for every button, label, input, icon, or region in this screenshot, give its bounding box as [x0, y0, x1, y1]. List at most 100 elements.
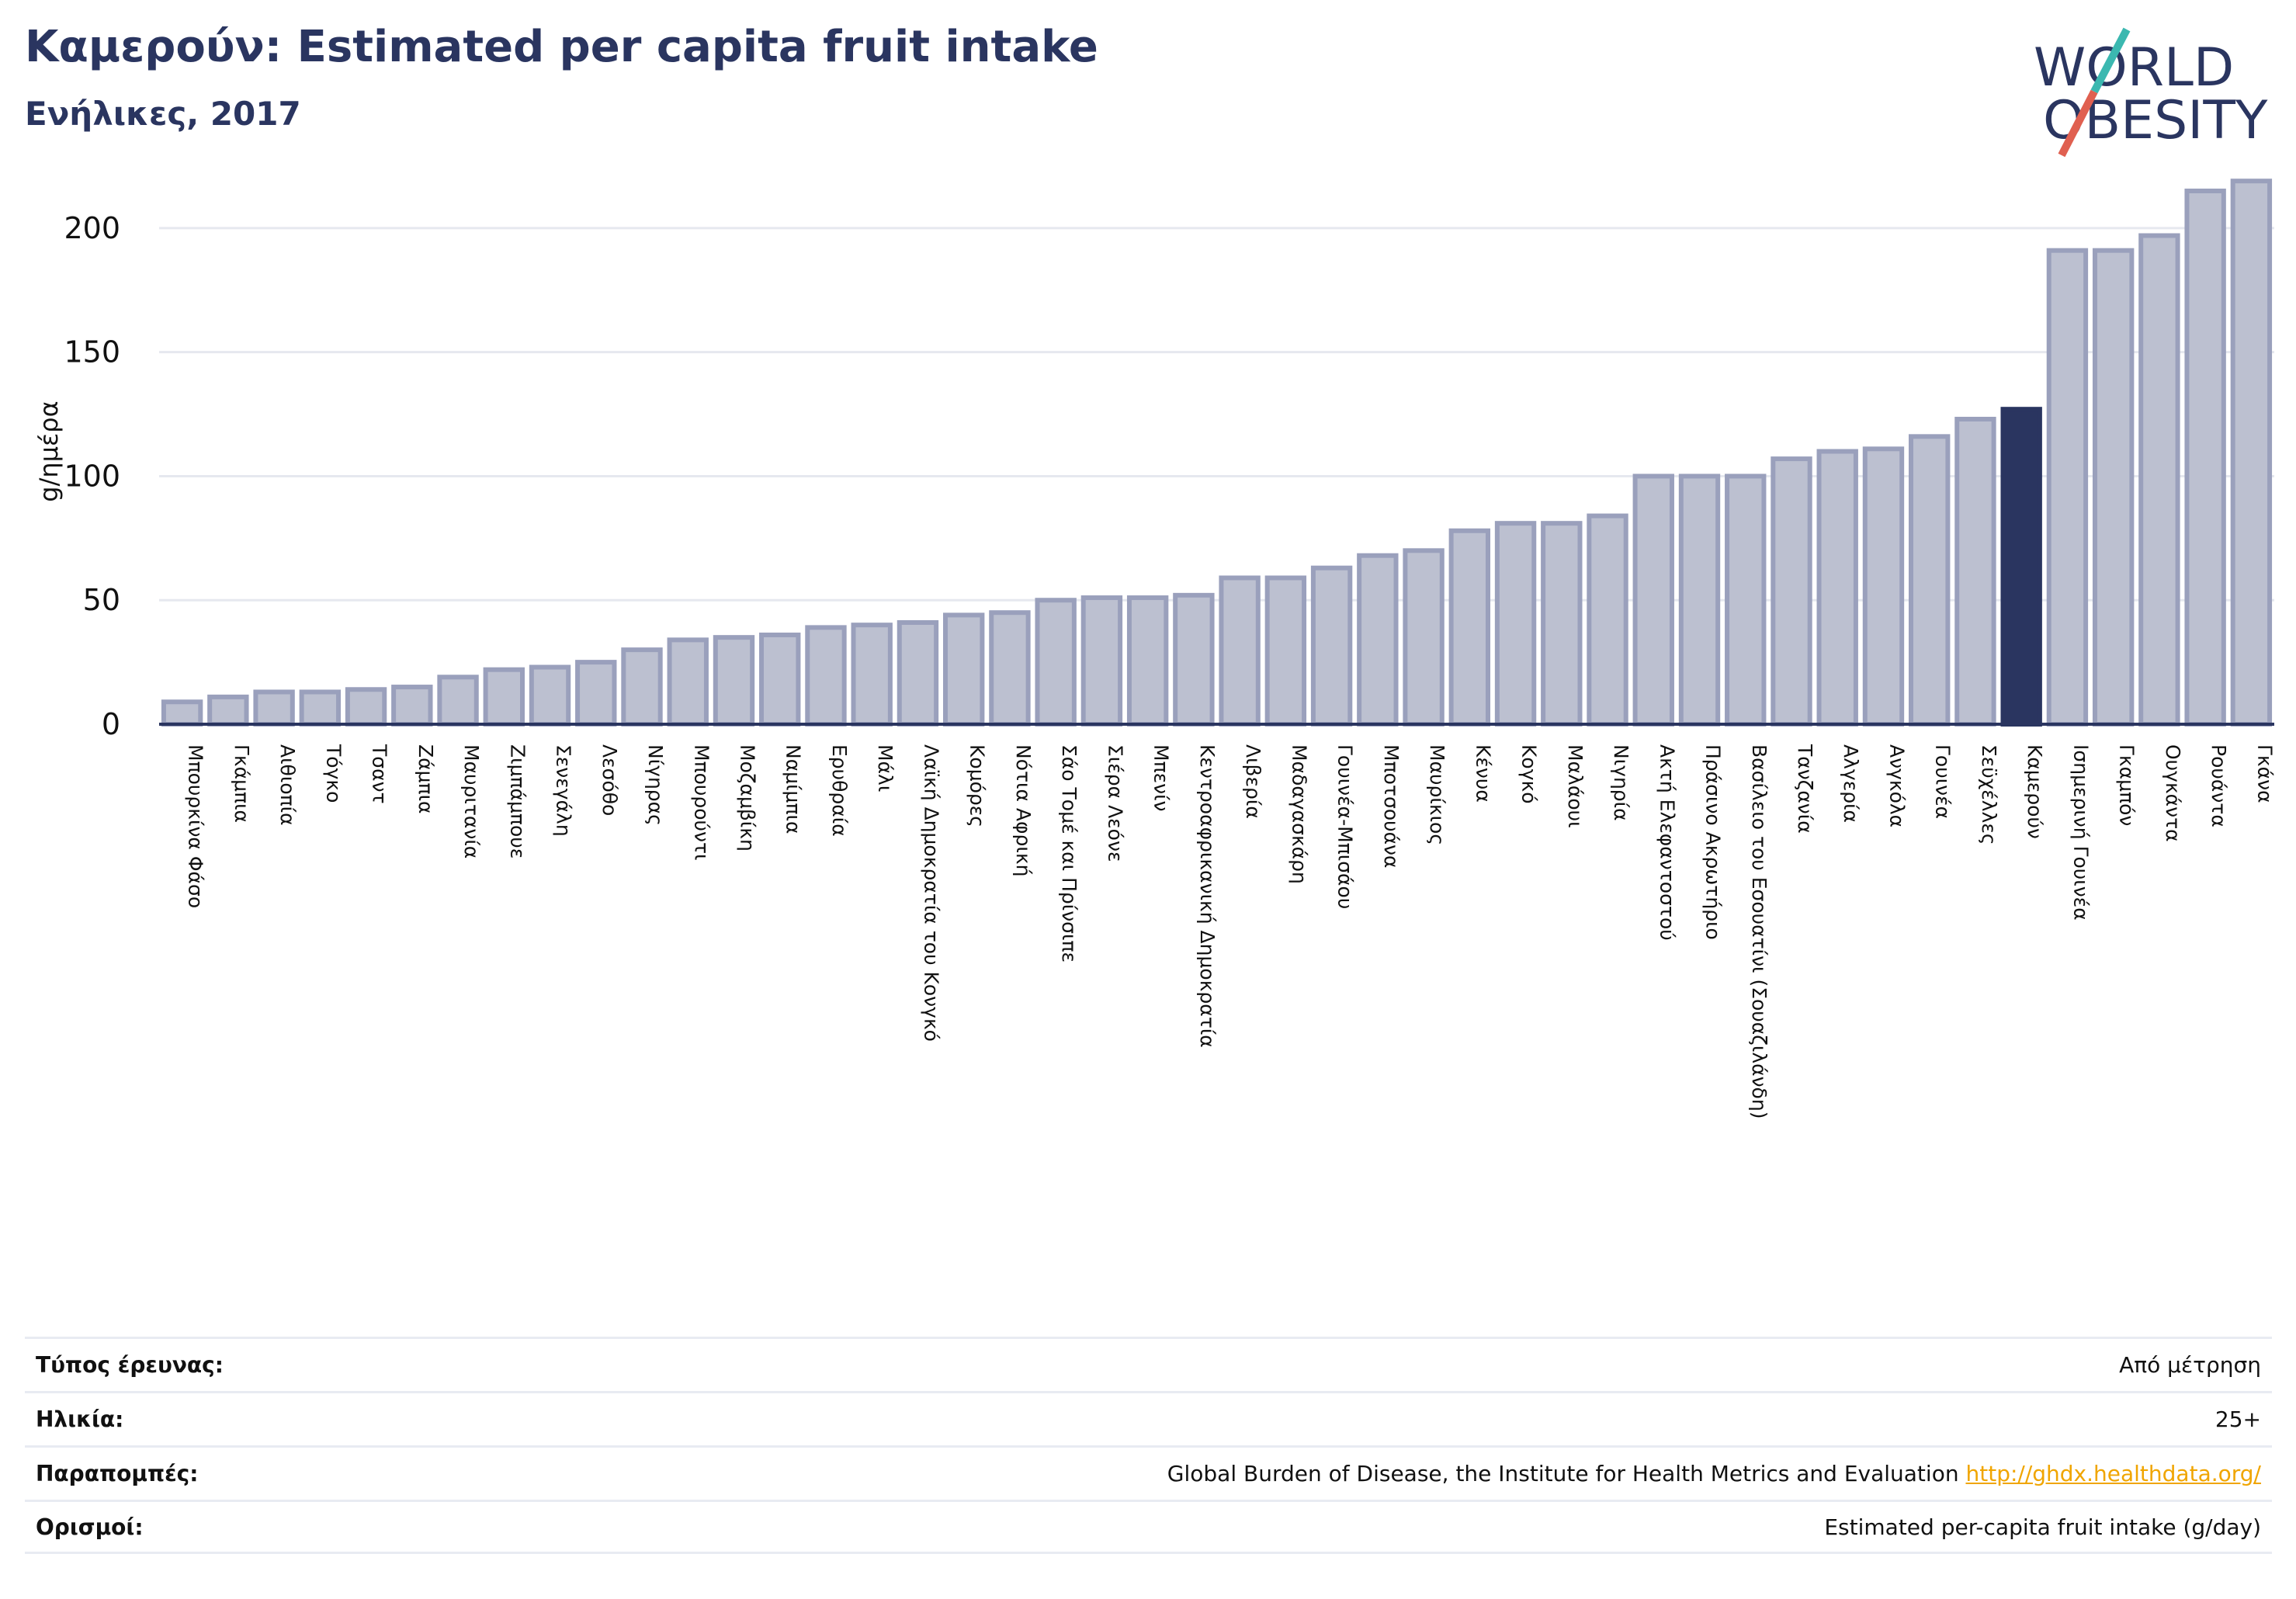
- x-tick-label: Σιέρα Λεόνε: [1104, 744, 1126, 862]
- bar: [1219, 575, 1261, 727]
- x-tick-label: Λεσόθο: [598, 744, 621, 816]
- bar-highlighted: [2000, 407, 2042, 727]
- x-tick-label: Μοζαμβίκη: [736, 744, 758, 852]
- x-tick-label: Κογκό: [1518, 744, 1541, 804]
- logo-line1: WORLD: [2034, 37, 2234, 99]
- x-tick-label: Κένυα: [1472, 744, 1494, 803]
- bar: [161, 699, 203, 727]
- bar: [1909, 434, 1951, 727]
- survey-value: Από μέτρηση: [2119, 1352, 2261, 1378]
- x-tick-label: Μάλι: [874, 744, 897, 792]
- logo-slash-red: [2058, 89, 2098, 158]
- logo-slash-teal: [2090, 27, 2131, 94]
- x-tick-label: Μαλάουι: [1564, 744, 1587, 828]
- bar: [1632, 473, 1674, 727]
- x-tick-label: Γκαμπόν: [2116, 744, 2138, 826]
- bar: [1310, 565, 1353, 727]
- x-tick-label: Πράσινο Ακρωτήριο: [1702, 744, 1725, 940]
- x-tick-label: Σάο Τομέ και Πρίνσιπε: [1058, 744, 1080, 963]
- bar: [1403, 548, 1445, 727]
- bar: [345, 687, 387, 727]
- bars: [161, 179, 2273, 727]
- x-tick-label: Κεντροαφρικανική Δημοκρατία: [1196, 744, 1219, 1048]
- y-tick-label: 150: [64, 335, 120, 369]
- bar-chart: 0 50 100 150 200 Μπουρκίνα Φάσο Γκάμπια Αιθιοπ…: [34, 179, 2277, 1119]
- x-tick-label: Ουγκάντα: [2162, 744, 2184, 842]
- x-tick-label: Σενεγάλη: [553, 744, 575, 837]
- bar: [805, 625, 847, 727]
- x-tick-label: Γκάνα: [2253, 744, 2276, 803]
- bar: [1035, 598, 1077, 727]
- x-tick-label: Νιγηρία: [1610, 744, 1632, 821]
- x-tick-label: Ζιμπάμπουε: [506, 744, 529, 858]
- meta-row-definitions: Ορισμοί: Estimated per-capita fruit inta…: [25, 1500, 2272, 1554]
- x-tick-label: Λιβερία: [1242, 744, 1264, 819]
- x-tick-label: Νίγηρας: [644, 744, 667, 826]
- x-tick-label: Βασίλειο του Εσουατίνι (Σουαζιλάνδη): [1748, 744, 1771, 1119]
- bar: [2230, 179, 2273, 727]
- bar: [299, 689, 342, 727]
- bar: [1954, 416, 1996, 727]
- y-tick-label: 50: [83, 583, 120, 617]
- x-tick-label: Μπουρούντι: [690, 744, 713, 861]
- references-link[interactable]: http://ghdx.healthdata.org/: [1965, 1461, 2261, 1486]
- bar: [437, 675, 479, 727]
- bar: [667, 637, 709, 727]
- x-tick-label: Τανζανία: [1794, 744, 1816, 834]
- y-tick-label: 0: [102, 707, 120, 741]
- bar: [2092, 248, 2135, 727]
- x-tick-label: Ακτή Ελεφαντοστού: [1656, 744, 1678, 941]
- y-axis-label: g/ημέρα: [34, 401, 64, 501]
- x-tick-label: Γουινέα: [1932, 744, 1954, 819]
- bar: [621, 647, 663, 727]
- x-tick-label: Λαϊκή Δημοκρατία του Κονγκό: [920, 744, 942, 1042]
- survey-label: Τύπος έρευνας:: [36, 1352, 224, 1378]
- x-tick-label: Κομόρες: [966, 744, 989, 827]
- chart-subtitle: Ενήλικες, 2017: [25, 95, 301, 133]
- x-tick-label: Μποτσουάνα: [1380, 744, 1403, 869]
- y-tick-labels: 0 50 100 150 200: [64, 211, 120, 741]
- x-tick-label: Ρουάντα: [2208, 744, 2230, 827]
- y-tick-label: 200: [64, 211, 120, 245]
- bar: [2046, 248, 2089, 727]
- x-tick-label: Μαυρίκιος: [1426, 744, 1448, 845]
- bar: [253, 689, 295, 727]
- bar: [1816, 449, 1858, 727]
- bar: [1126, 595, 1169, 727]
- bar: [1587, 513, 1628, 727]
- y-tick-label: 100: [64, 459, 120, 493]
- x-tick-labels: Μπουρκίνα Φάσο Γκάμπια Αιθιοπία Τόγκο Τσαντ Ζ…: [185, 744, 2277, 1119]
- x-tick-label: Τόγκο: [322, 744, 345, 803]
- age-value: 25+: [2214, 1406, 2261, 1432]
- bar: [575, 660, 617, 727]
- bar: [207, 694, 249, 727]
- bar: [1862, 446, 1905, 727]
- bar: [1494, 521, 1537, 727]
- bar: [1173, 592, 1215, 727]
- bar: [897, 619, 939, 727]
- bar: [1448, 528, 1491, 727]
- references-label: Παραπομπές:: [36, 1461, 199, 1486]
- x-tick-label: Τσαντ: [369, 744, 391, 804]
- bar: [483, 667, 525, 727]
- x-tick-label: Σεϋχέλλες: [1978, 744, 2000, 845]
- x-tick-label: Ναμίμπια: [782, 744, 805, 834]
- meta-row-survey: Τύπος έρευνας: Από μέτρηση: [25, 1337, 2272, 1391]
- bar: [1771, 456, 1812, 727]
- metadata-table: Τύπος έρευνας: Από μέτρηση Ηλικία: 25+ Π…: [25, 1337, 2272, 1554]
- bar: [391, 685, 433, 727]
- bar: [1080, 595, 1123, 727]
- definitions-value: Estimated per-capita fruit intake (g/day…: [1824, 1514, 2261, 1540]
- definitions-label: Ορισμοί:: [36, 1514, 144, 1540]
- bar: [1725, 473, 1767, 727]
- references-text: Global Burden of Disease, the Institute …: [1167, 1461, 1959, 1486]
- x-tick-label: Ισημερινή Γουινέα: [2069, 744, 2092, 921]
- meta-row-references: Παραπομπές: Global Burden of Disease, th…: [25, 1445, 2272, 1500]
- bar: [1357, 553, 1399, 727]
- bar: [713, 635, 755, 727]
- world-obesity-logo: WORLD OBESITY: [2034, 27, 2268, 158]
- x-tick-label: Ανγκόλα: [1885, 744, 1908, 827]
- x-tick-label: Μπενίν: [1150, 744, 1173, 812]
- bar: [759, 632, 801, 727]
- x-tick-label: Μπουρκίνα Φάσο: [185, 744, 207, 908]
